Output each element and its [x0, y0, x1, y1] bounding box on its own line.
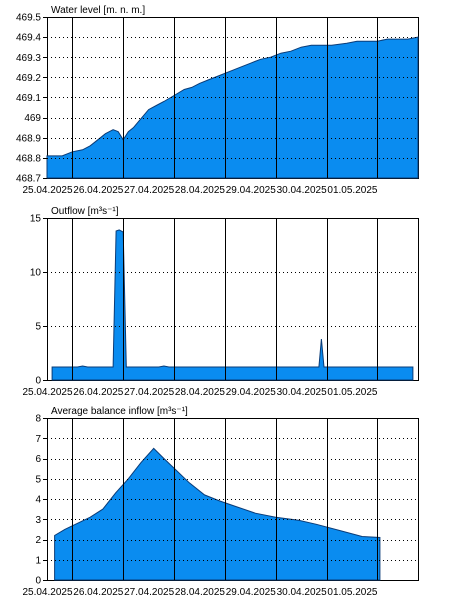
x-tick-label: 27.04.2025: [124, 587, 174, 598]
x-tick-label: 28.04.2025: [175, 185, 225, 196]
y-tick-label: 5: [35, 474, 41, 485]
y-tick-label: 469.2: [16, 73, 41, 84]
chart-title: Outflow [m³s⁻¹]: [51, 206, 119, 217]
y-tick-label: 2: [35, 535, 41, 546]
chart-title: Water level [m. n. m.]: [51, 5, 145, 16]
y-tick-label: 468.7: [16, 174, 41, 185]
chart-panel-1: 468.7 468.8 468.9 469 469.1 469.2 469.3 469.4 46…: [16, 5, 419, 196]
x-tick-label: 27.04.2025: [124, 185, 174, 196]
y-tick-label: 6: [35, 454, 41, 465]
x-tick-label: 30.04.2025: [277, 587, 327, 598]
y-tick-label: 10: [30, 268, 42, 279]
y-tick-label: 8: [35, 414, 41, 425]
x-tick-label: 01.05.2025: [327, 387, 377, 398]
x-tick-label: 26.04.2025: [73, 387, 123, 398]
y-tick-label: 469.3: [16, 53, 41, 64]
y-tick-label: 0: [35, 576, 41, 587]
y-tick-label: 1: [35, 555, 41, 566]
x-tick-label: 28.04.2025: [175, 387, 225, 398]
x-tick-label: 26.04.2025: [73, 185, 123, 196]
x-tick-label: 01.05.2025: [327, 587, 377, 598]
y-tick-label: 469.1: [16, 93, 41, 104]
x-tick-label: 01.05.2025: [327, 185, 377, 196]
series-area: [54, 447, 381, 581]
x-tick-label: 25.04.2025: [22, 587, 72, 598]
y-tick-label: 15: [30, 214, 42, 225]
y-tick-label: 3: [35, 515, 41, 526]
x-tick-label: 29.04.2025: [226, 587, 276, 598]
x-tick-label: 25.04.2025: [22, 387, 72, 398]
x-tick-label: 25.04.2025: [22, 185, 72, 196]
x-tick-label: 29.04.2025: [226, 185, 276, 196]
x-tick-label: 29.04.2025: [226, 387, 276, 398]
chart-panel-2: 0 5 10 15 25.04.2025 26.04.2025 27.04.2025 28.0…: [22, 206, 419, 398]
y-tick-label: 4: [35, 495, 41, 506]
y-tick-label: 468.9: [16, 133, 41, 144]
plot-frame: [47, 218, 419, 381]
series-area: [46, 36, 419, 179]
x-tick-label: 27.04.2025: [124, 387, 174, 398]
y-tick-label: 0: [35, 376, 41, 387]
y-tick-label: 468.8: [16, 153, 41, 164]
y-tick-label: 469.5: [16, 13, 41, 24]
y-tick-label: 469.4: [16, 33, 41, 44]
y-tick-label: 7: [35, 434, 41, 445]
series-area: [51, 229, 414, 381]
chart-title: Average balance inflow [m³s⁻¹]: [51, 406, 188, 417]
x-tick-label: 26.04.2025: [73, 587, 123, 598]
x-tick-label: 28.04.2025: [175, 587, 225, 598]
x-tick-label: 30.04.2025: [277, 387, 327, 398]
x-tick-label: 30.04.2025: [277, 185, 327, 196]
y-tick-label: 5: [35, 322, 41, 333]
y-tick-label: 469: [24, 113, 41, 124]
